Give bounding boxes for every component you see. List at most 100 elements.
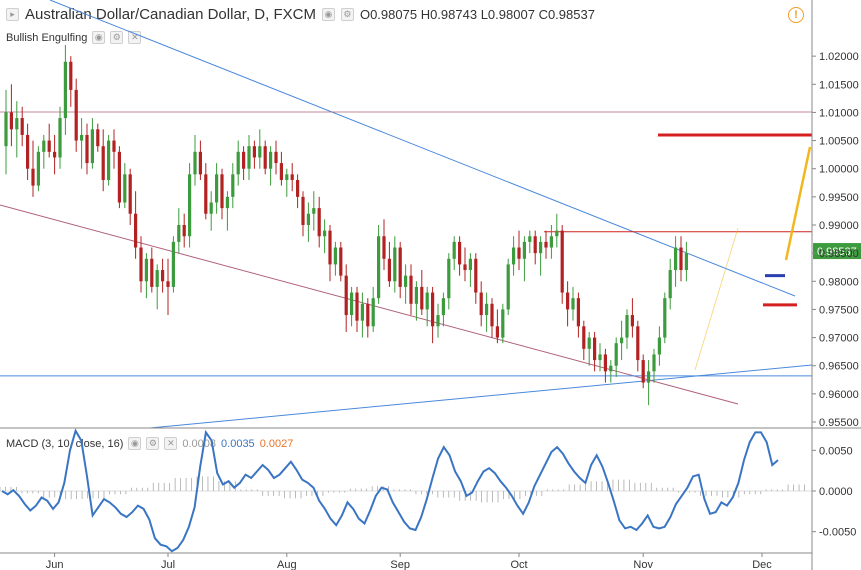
- candle-body: [528, 236, 532, 242]
- candle-body: [404, 275, 408, 287]
- candle-body: [377, 236, 381, 299]
- candle-body: [679, 247, 683, 271]
- indicator-name[interactable]: Bullish Engulfing: [6, 31, 88, 44]
- candle-body: [333, 247, 337, 265]
- candle-body: [150, 258, 154, 287]
- settings-icon[interactable]: ⚙: [340, 8, 354, 21]
- candle-body: [468, 258, 472, 271]
- candle-body: [501, 309, 505, 338]
- candle-body: [587, 337, 591, 349]
- candle-body: [58, 118, 62, 158]
- candle-body: [209, 202, 213, 214]
- candle-body: [609, 365, 613, 372]
- candle-body: [177, 225, 181, 242]
- candle-body: [441, 298, 445, 316]
- price-tick-label: 0.99000: [819, 220, 859, 232]
- macd-tick-label: 0.0050: [819, 445, 853, 457]
- candle-body: [323, 230, 327, 237]
- eye-icon[interactable]: ◉: [128, 437, 142, 450]
- candle-body: [593, 337, 597, 361]
- candle-body: [296, 179, 300, 197]
- candle-body: [409, 275, 413, 304]
- macd-signal-value: 0.0027: [259, 437, 294, 450]
- candle-body: [663, 298, 667, 338]
- candle-body: [474, 258, 478, 293]
- candle-body: [90, 129, 94, 164]
- candle-body: [4, 112, 8, 147]
- price-tick-label: 0.95500: [819, 417, 859, 429]
- candle-body: [63, 61, 67, 119]
- candle-body: [344, 275, 348, 316]
- candle-body: [247, 146, 251, 169]
- yellow-projection-line: [784, 146, 812, 261]
- candle-body: [31, 168, 35, 186]
- candle-body: [279, 163, 283, 180]
- candle-body: [668, 270, 672, 299]
- close-icon[interactable]: ✕: [128, 31, 142, 44]
- time-tick-label: Sep: [390, 559, 410, 570]
- collapse-icon[interactable]: ▸: [6, 8, 19, 21]
- ascending-blue-trendline: [149, 364, 813, 429]
- candle-body: [85, 134, 89, 164]
- candle-body: [182, 225, 186, 237]
- candle-body: [393, 247, 397, 282]
- candle-body: [290, 174, 294, 180]
- candle-body: [517, 247, 521, 259]
- candle-body: [236, 151, 240, 175]
- macd-hist-value: 0.0008: [182, 437, 217, 450]
- eye-icon[interactable]: ◉: [92, 31, 106, 44]
- price-tick-label: 0.99500: [819, 192, 859, 204]
- candle-body: [74, 89, 78, 141]
- time-tick-label: Dec: [752, 559, 772, 570]
- price-tick-label: 1.00000: [819, 164, 859, 176]
- candle-body: [371, 298, 375, 327]
- price-tick-label: 1.01000: [819, 107, 859, 119]
- price-tick-label: 0.98000: [819, 276, 859, 288]
- candle-body: [258, 146, 262, 158]
- candle-body: [366, 303, 370, 327]
- candle-body: [506, 264, 510, 310]
- channel-thin-line: [694, 227, 739, 371]
- annotations: 0.98537: [658, 133, 861, 307]
- candle-body: [269, 151, 273, 169]
- candles: [4, 44, 688, 406]
- macd-tick-label: -0.0050: [819, 527, 856, 539]
- warning-icon[interactable]: !: [788, 7, 804, 23]
- candle-body: [134, 213, 138, 248]
- eye-icon[interactable]: ◉: [321, 8, 335, 21]
- candle-body: [452, 241, 456, 259]
- settings-icon[interactable]: ⚙: [146, 437, 160, 450]
- macd-name[interactable]: MACD (3, 10, close, 16): [6, 437, 124, 450]
- candle-body: [171, 241, 175, 287]
- candle-body: [684, 253, 688, 271]
- macd-line: [1, 428, 779, 553]
- time-tick-label: Oct: [510, 559, 527, 570]
- settings-icon[interactable]: ⚙: [110, 31, 124, 44]
- candle-body: [490, 303, 494, 327]
- candle-body: [301, 196, 305, 225]
- candle-body: [657, 337, 661, 355]
- candle-body: [652, 354, 656, 372]
- candle-body: [647, 371, 651, 383]
- price-tick-label: 0.97000: [819, 333, 859, 345]
- candle-body: [112, 140, 116, 152]
- candle-body: [522, 241, 526, 259]
- candle-body: [128, 174, 132, 214]
- macd-tick-label: 0.0000: [819, 486, 853, 498]
- ohlc-readout: O0.98075 H0.98743 L0.98007 C0.98537: [360, 7, 595, 22]
- candle-body: [625, 315, 629, 338]
- candle-body: [447, 258, 451, 299]
- candle-body: [9, 112, 13, 130]
- candle-body: [436, 315, 440, 327]
- candle-body: [431, 292, 435, 327]
- candle-body: [674, 247, 678, 271]
- candle-body: [387, 258, 391, 282]
- close-value: C0.98537: [538, 7, 595, 22]
- macd-pane: [0, 428, 812, 553]
- candle-body: [512, 247, 516, 265]
- price-tick-label: 1.02000: [819, 51, 859, 63]
- close-icon[interactable]: ✕: [164, 437, 178, 450]
- candle-body: [355, 292, 359, 321]
- candle-body: [614, 343, 618, 366]
